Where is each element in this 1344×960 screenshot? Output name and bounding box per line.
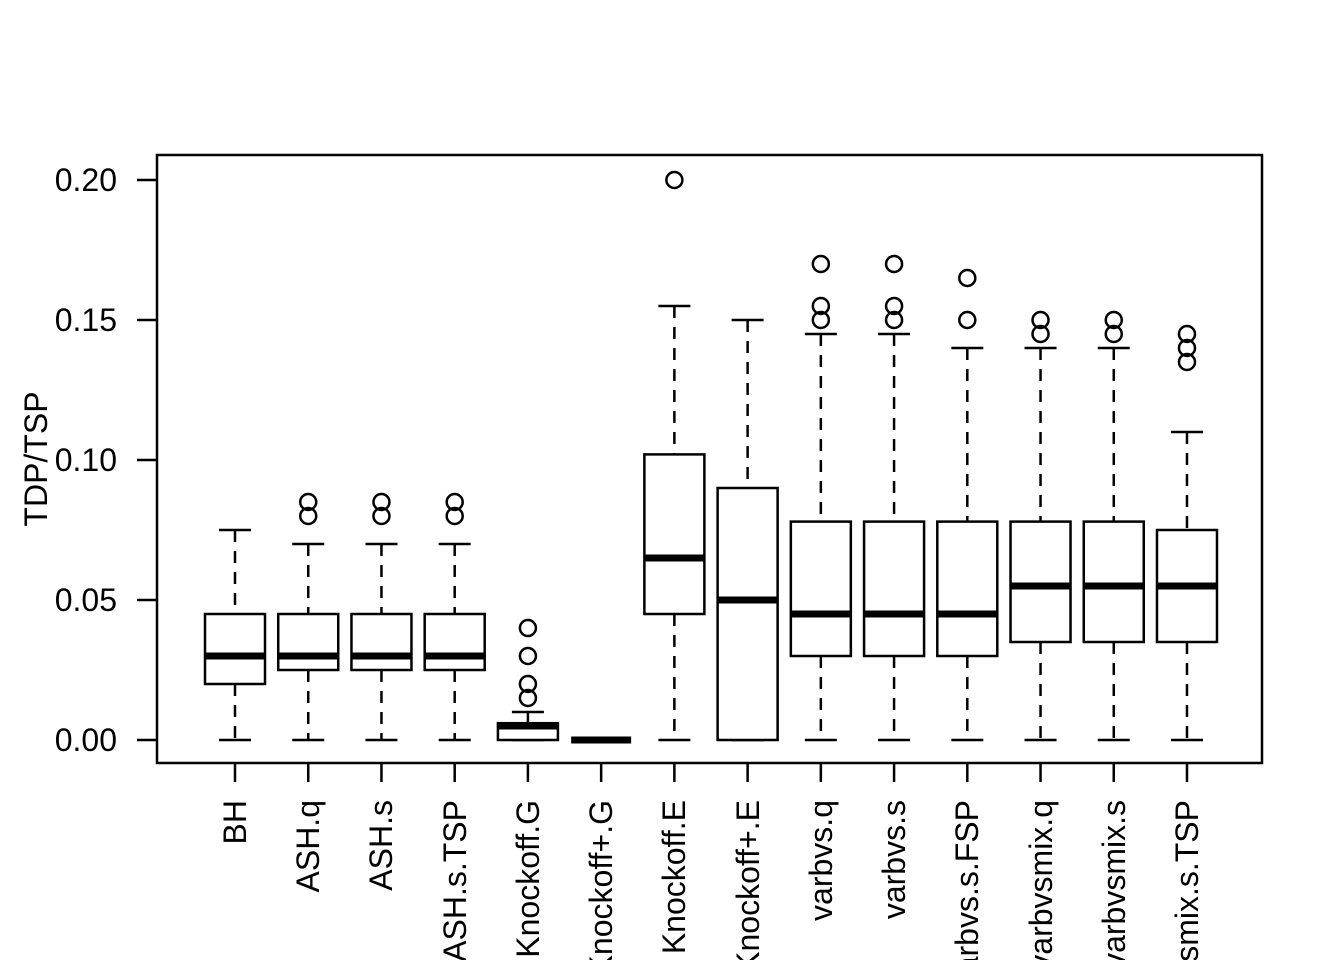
outlier-point: [298, 506, 318, 526]
x-category-label: ASH.q: [290, 800, 327, 893]
x-category-label: ASH.s: [363, 800, 400, 891]
box-iqr: [1009, 520, 1072, 644]
outlier-point: [1177, 324, 1197, 344]
y-tick-label: 0.20: [54, 162, 117, 198]
y-tick-label: 0.05: [54, 582, 117, 618]
y-tick-label: 0.15: [54, 302, 117, 338]
box-iqr: [276, 612, 340, 672]
outlier-point: [298, 492, 318, 512]
box-iqr: [643, 453, 706, 616]
outlier-point: [518, 688, 538, 708]
y-tick-label: 0.00: [54, 722, 117, 758]
x-category-label: varbvsmix.s: [1095, 800, 1132, 960]
outlier-point: [1177, 338, 1197, 358]
outlier-point: [811, 254, 831, 274]
x-category-label: varbvsmix.q: [1022, 800, 1059, 960]
outlier-point: [884, 310, 904, 330]
x-category-label: Knockoff+.G: [583, 800, 620, 960]
outlier-point: [445, 492, 464, 512]
outlier-point: [884, 296, 904, 316]
y-tick-label: 0.10: [54, 442, 117, 478]
outlier-point: [1104, 310, 1124, 330]
outlier-point: [958, 310, 977, 330]
x-category-label: ASH.s.TSP: [436, 800, 473, 960]
x-category-label: Knockoff.E: [656, 800, 693, 955]
box-iqr: [1082, 520, 1146, 644]
x-category-label: varbvs.s.FSP: [949, 800, 986, 960]
x-category-label: varbvs.s: [876, 800, 913, 920]
outlier-point: [372, 492, 391, 512]
x-category-label: Knockoff.G: [509, 800, 546, 958]
outlier-point: [811, 310, 831, 330]
outlier-point: [1104, 324, 1124, 344]
box-iqr: [350, 612, 413, 672]
box-iqr: [423, 612, 486, 672]
outlier-point: [445, 506, 464, 526]
x-category-label: varbvsmix.s.TSP: [1168, 800, 1205, 960]
x-category-label: BH: [217, 800, 253, 845]
outlier-point: [1177, 352, 1197, 372]
box-iqr: [203, 612, 267, 686]
box-iqr: [862, 520, 926, 658]
outlier-point: [811, 296, 831, 316]
outlier-point: [884, 254, 904, 274]
box-iqr: [716, 486, 779, 742]
outlier-point: [372, 506, 391, 526]
x-category-label: Knockoff+.E: [729, 800, 766, 960]
outlier-point: [958, 268, 977, 288]
plot-border: [155, 153, 1264, 765]
box-iqr: [789, 520, 853, 658]
outlier-point: [518, 618, 538, 638]
x-category-label: varbvs.q: [802, 800, 839, 921]
outlier-point: [1031, 310, 1050, 330]
outlier-point: [518, 674, 538, 694]
outlier-point: [1031, 324, 1050, 344]
box-iqr: [936, 520, 999, 658]
outlier-point: [518, 646, 538, 666]
outlier-point: [665, 170, 684, 190]
